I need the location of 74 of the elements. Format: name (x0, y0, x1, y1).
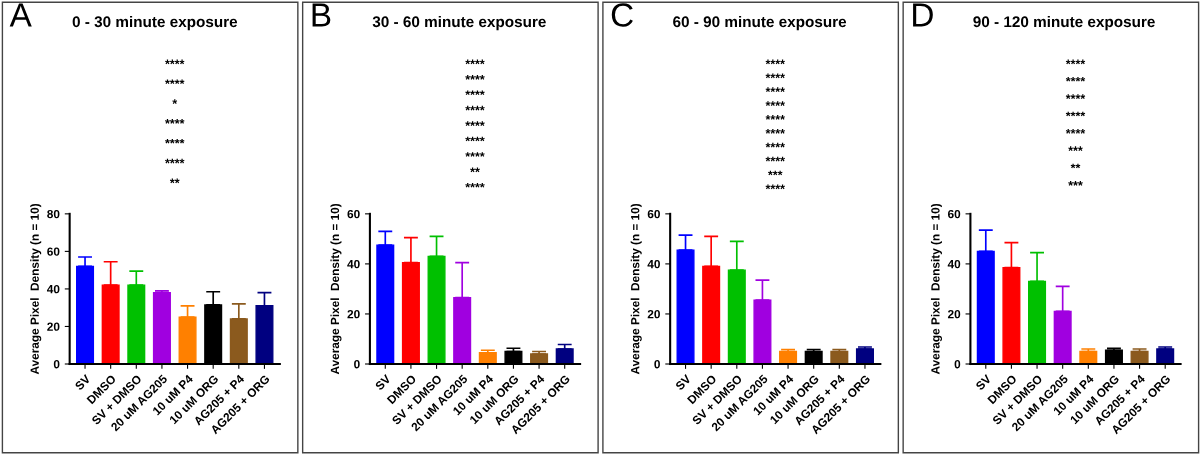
bar (1156, 348, 1175, 364)
text: **** (165, 138, 185, 144)
y-tick-label: 0 (654, 360, 660, 369)
text: **** (1065, 129, 1086, 134)
text: ** (169, 178, 180, 184)
text: **** (765, 87, 785, 93)
text: **** (165, 59, 185, 65)
text: **** (765, 129, 785, 134)
text: **** (465, 136, 485, 142)
text: **** (465, 105, 485, 111)
y-tick-label: 80 (47, 209, 60, 219)
y-tick-label: 40 (947, 259, 961, 269)
y-tick-label: 0 (53, 360, 60, 369)
chart-title: 30 - 60 minute exposure (372, 15, 546, 31)
bar (530, 353, 549, 364)
text: **** (465, 59, 485, 65)
text: **** (465, 90, 485, 96)
text: **** (465, 75, 485, 80)
bar (779, 350, 798, 364)
text: D (913, 3, 933, 27)
text: **** (765, 73, 785, 79)
text: **** (165, 79, 185, 85)
y-tick-label: 0 (954, 360, 961, 369)
text: **** (765, 156, 785, 162)
text: **** (765, 59, 785, 65)
text: **** (765, 184, 785, 190)
text: **** (465, 121, 485, 126)
y-axis-title: Average Pixel Density (n = 10) (30, 203, 42, 375)
text: *** (767, 170, 783, 176)
bar (1079, 350, 1098, 364)
text: **** (165, 119, 185, 124)
text: **** (1065, 111, 1086, 117)
chart-title: 60 - 90 minute exposure (673, 15, 847, 31)
text: * (172, 99, 178, 104)
chart-title: 90 - 120 minute exposure (973, 15, 1155, 31)
text: **** (165, 158, 185, 164)
chart-title: 0 - 30 minute exposure (72, 15, 238, 31)
y-tick-label: 60 (47, 247, 60, 256)
text: *** (1068, 181, 1083, 186)
text: **** (765, 115, 785, 120)
text: ** (470, 167, 480, 173)
text: *** (1068, 146, 1083, 151)
text: **** (1065, 76, 1086, 82)
y-tick-label: 60 (947, 209, 961, 219)
text: **** (465, 182, 485, 188)
y-tick-label: 20 (947, 309, 961, 319)
bar (152, 291, 171, 364)
bar (1130, 350, 1149, 364)
y-tick-label: 60 (647, 209, 660, 219)
bar (830, 350, 849, 364)
text: **** (1065, 59, 1086, 65)
y-axis-title: Average Pixel Density (n = 10) (330, 203, 342, 375)
bar (855, 348, 874, 364)
bar (478, 352, 497, 364)
text: C (611, 3, 633, 27)
y-tick-label: 40 (46, 284, 60, 294)
y-tick-label: 0 (354, 360, 360, 369)
y-tick-label: 60 (347, 209, 360, 219)
text: **** (465, 152, 485, 157)
y-tick-label: 40 (347, 259, 360, 269)
y-axis-title: Average Pixel Density (n = 10) (930, 203, 942, 375)
y-tick-label: 20 (347, 309, 360, 319)
text: **** (1065, 94, 1086, 99)
text: **** (765, 142, 785, 148)
text: A (9, 3, 32, 27)
y-tick-label: 20 (47, 322, 60, 331)
bar (555, 348, 574, 364)
y-tick-label: 40 (647, 259, 660, 269)
text: **** (765, 101, 785, 106)
text: ** (1070, 163, 1081, 169)
text: B (312, 3, 331, 27)
x-tick-label: SV (374, 374, 392, 391)
y-tick-label: 20 (647, 309, 660, 319)
y-axis-title: Average Pixel Density (n = 10) (630, 203, 642, 375)
